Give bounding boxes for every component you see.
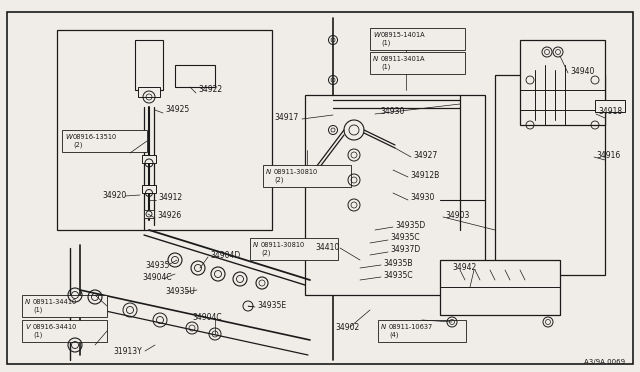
Bar <box>495 75 605 275</box>
Text: 31913Y: 31913Y <box>113 347 141 356</box>
Bar <box>595 100 625 112</box>
Text: 34916: 34916 <box>596 151 620 160</box>
Text: 34935E: 34935E <box>257 301 286 310</box>
Text: 08911-30810: 08911-30810 <box>274 169 318 175</box>
Text: (1): (1) <box>33 332 42 338</box>
Bar <box>370 52 465 74</box>
Bar <box>62 130 147 152</box>
Text: 08911-10637: 08911-10637 <box>389 324 433 330</box>
Text: (2): (2) <box>274 177 284 183</box>
Text: 34930: 34930 <box>380 108 404 116</box>
Bar <box>22 320 107 342</box>
Bar <box>250 238 338 260</box>
Text: (1): (1) <box>381 64 390 70</box>
Text: (4): (4) <box>389 332 399 338</box>
Text: V: V <box>25 324 29 330</box>
Text: 34935C: 34935C <box>383 270 413 279</box>
Text: N: N <box>373 56 378 62</box>
Text: W: W <box>65 134 72 140</box>
Text: (1): (1) <box>381 40 390 46</box>
Text: 34920: 34920 <box>102 190 126 199</box>
Text: 34902: 34902 <box>335 324 359 333</box>
Text: N: N <box>253 242 259 248</box>
Text: N: N <box>25 299 30 305</box>
Text: A3/9A 0069: A3/9A 0069 <box>584 359 625 365</box>
Text: 34937D: 34937D <box>390 246 420 254</box>
Text: 34918: 34918 <box>598 108 622 116</box>
Text: 08911-34410: 08911-34410 <box>33 299 77 305</box>
Text: 08911-30810: 08911-30810 <box>261 242 305 248</box>
Text: 34935C: 34935C <box>390 234 420 243</box>
Text: 34904C: 34904C <box>142 273 172 282</box>
Bar <box>142 155 156 163</box>
Text: 08916-34410: 08916-34410 <box>33 324 77 330</box>
Bar <box>22 295 107 317</box>
Text: 34935U: 34935U <box>165 286 195 295</box>
Text: 34942: 34942 <box>452 263 476 273</box>
Text: 34922: 34922 <box>198 86 222 94</box>
Bar <box>520 40 605 125</box>
Text: 34926: 34926 <box>157 212 181 221</box>
Bar <box>144 210 154 218</box>
Text: N: N <box>381 324 387 330</box>
Text: 34912: 34912 <box>158 193 182 202</box>
Text: (1): (1) <box>33 307 42 313</box>
Text: 34925: 34925 <box>165 106 189 115</box>
Bar <box>263 165 351 187</box>
Text: 34930: 34930 <box>410 193 435 202</box>
Text: 34935D: 34935D <box>395 221 425 230</box>
Bar <box>370 28 465 50</box>
Text: 34904D: 34904D <box>210 250 240 260</box>
Text: 34935B: 34935B <box>383 259 413 267</box>
Text: 34912B: 34912B <box>410 170 439 180</box>
Text: 08916-13510: 08916-13510 <box>73 134 117 140</box>
Bar <box>57 30 272 230</box>
Text: 34410: 34410 <box>315 244 339 253</box>
Text: 08911-3401A: 08911-3401A <box>381 56 426 62</box>
Bar <box>138 87 160 97</box>
Text: 34935: 34935 <box>145 260 170 269</box>
Bar <box>175 65 215 87</box>
Text: 34917: 34917 <box>274 113 298 122</box>
Text: 34904C: 34904C <box>192 314 221 323</box>
Text: (2): (2) <box>261 250 271 256</box>
Bar <box>378 320 466 342</box>
Bar <box>305 95 485 295</box>
Text: N: N <box>266 169 271 175</box>
Bar <box>440 260 560 315</box>
Text: (2): (2) <box>73 142 83 148</box>
Bar <box>135 40 163 90</box>
Text: 34927: 34927 <box>413 151 437 160</box>
Text: 34940: 34940 <box>570 67 595 77</box>
Bar <box>142 185 156 193</box>
Text: 34903: 34903 <box>445 211 469 219</box>
Text: 08915-1401A: 08915-1401A <box>381 32 426 38</box>
Text: W: W <box>373 32 380 38</box>
